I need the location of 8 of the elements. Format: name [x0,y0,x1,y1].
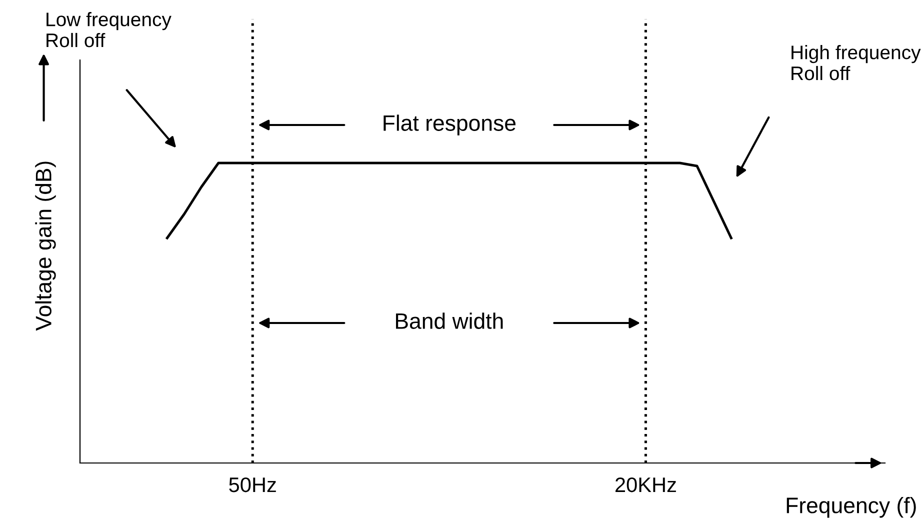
x-axis-title: Frequency (f) [786,496,916,518]
x-tick-label: 20KHz [616,477,676,492]
text: High frequency Roll off [792,45,921,80]
y-axis-title: Voltage gain (dB) [35,162,56,331]
text: Flat response [384,114,516,136]
text: Low frequency Roll off [46,12,172,48]
x-tick-label: 50Hz [229,477,276,492]
annotation: Band width [396,312,503,329]
